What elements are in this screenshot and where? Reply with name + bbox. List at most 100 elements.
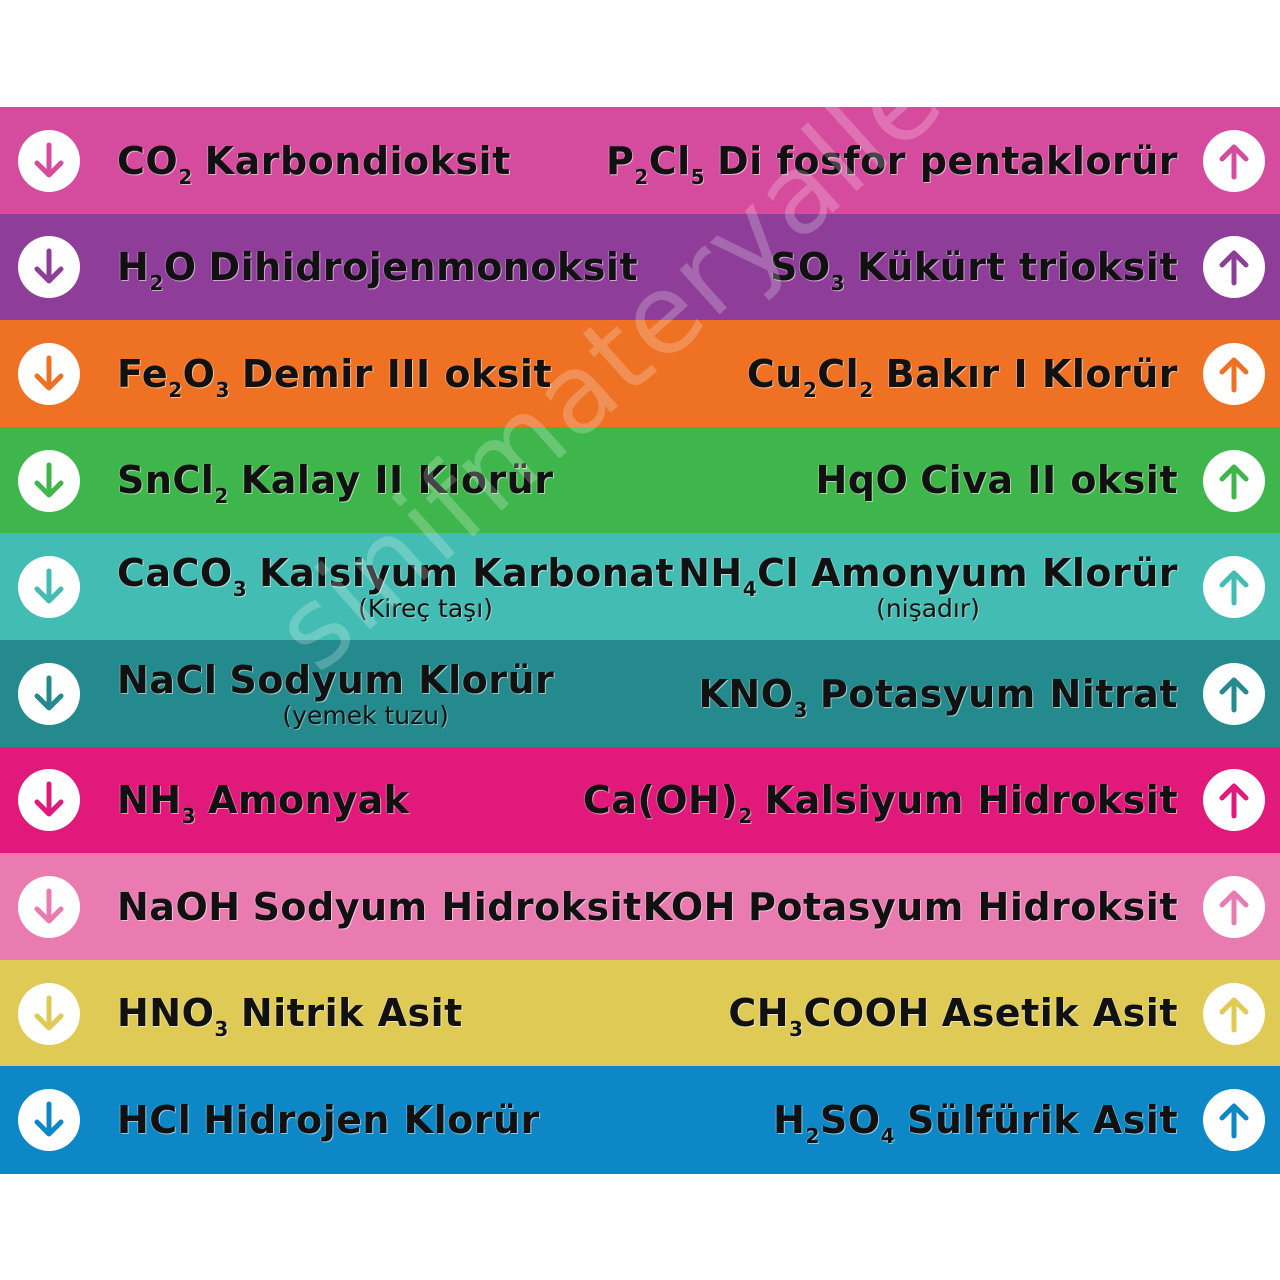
chemical-formula: HNO3: [117, 991, 229, 1039]
common-name-note: (yemek tuzu): [282, 700, 449, 730]
formula-subscript: 3: [789, 1017, 804, 1042]
formula-text: SO: [819, 1097, 881, 1142]
compound-line: NaOH Sodyum Hidroksit: [117, 885, 642, 929]
arrow-up-circle-icon: [1203, 556, 1265, 619]
chemical-formula: SO3: [769, 245, 845, 293]
compound-line: P2Cl5 Di fosfor pentaklorür: [605, 138, 1178, 187]
arrow-up-circle-icon: [1203, 449, 1265, 512]
compound-name: Di fosfor pentaklorür: [717, 138, 1178, 183]
chemical-formula: HCl: [117, 1098, 191, 1142]
compound-line: KNO3 Potasyum Nitrat: [698, 671, 1178, 720]
arrow-up-circle-icon: [1203, 982, 1265, 1045]
formula-text: O: [182, 351, 216, 396]
chemical-formula: NaCl: [117, 658, 217, 702]
arrow-down-circle-icon: [18, 449, 80, 512]
left-compound: Fe2O3 Demir III oksit: [117, 320, 552, 427]
arrow-up-circle-icon: [1203, 769, 1265, 832]
compound-name: Kükürt trioksit: [857, 245, 1178, 290]
common-name-note: (Kireç taşı): [358, 593, 493, 623]
right-compound: Ca(OH)2 Kalsiyum Hidroksit: [583, 747, 1178, 854]
formula-subscript: 2: [738, 804, 753, 829]
arrow-down-circle-icon: [18, 662, 80, 725]
right-compound: KOH Potasyum Hidroksit: [643, 853, 1178, 960]
compound-line: H2SO4 Sülfürik Asit: [773, 1097, 1178, 1146]
compound-line: NH4Cl Amonyum Klorür: [678, 550, 1178, 599]
compound-line: H2O Dihidrojenmonoksit: [117, 245, 638, 293]
formula-text: CH: [728, 991, 790, 1036]
compound-line: HCl Hidrojen Klorür: [117, 1098, 540, 1142]
arrow-down-circle-icon: [18, 342, 80, 405]
arrow-down-circle-icon: [18, 769, 80, 832]
formula-subscript: 3: [215, 377, 230, 402]
compound-line: NH3 Amonyak: [117, 778, 409, 826]
arrow-down-circle-icon: [18, 1089, 80, 1152]
compound-name: Kalsiyum Karbonat: [259, 550, 675, 595]
compound-line: Fe2O3 Demir III oksit: [117, 351, 553, 400]
right-compound: HqO Civa II oksit: [815, 427, 1178, 534]
compound-strip: HCl Hidrojen Klorür H2SO4 Sülfürik Asit: [0, 1066, 1280, 1174]
right-compound: Cu2Cl2 Bakır I Klorür: [747, 320, 1178, 427]
compound-line: CaCO3 Kalsiyum Karbonat: [117, 550, 675, 599]
left-compound: NaCl Sodyum Klorür (yemek tuzu): [117, 640, 554, 747]
formula-text: KOH: [642, 884, 736, 929]
chemical-formula: NaOH: [117, 885, 241, 929]
compound-strip: NaCl Sodyum Klorür (yemek tuzu) KNO3 Potasyu…: [0, 640, 1280, 748]
arrow-down-circle-icon: [18, 236, 80, 299]
compound-line: NaCl Sodyum Klorür: [117, 658, 554, 702]
formula-subscript: 3: [793, 697, 808, 722]
compound-name: Hidrojen Klorür: [203, 1097, 540, 1142]
compound-strip: Fe2O3 Demir III oksit Cu2Cl2 Bakır I Klorür: [0, 320, 1280, 428]
compound-strip: H2O Dihidrojenmonoksit SO3 Kükürt trioksit: [0, 213, 1280, 322]
compound-strip: SnCl2 Kalay II Klorür HqO Civa II oksit: [0, 426, 1280, 535]
formula-subscript: 3: [232, 576, 248, 601]
compound-line: KOH Potasyum Hidroksit: [643, 885, 1178, 929]
formula-text: CO: [117, 138, 179, 183]
formula-text: HCl: [117, 1097, 192, 1142]
compound-name: Kalsiyum Hidroksit: [764, 778, 1178, 823]
chemical-formula: CO2: [117, 138, 193, 187]
formula-subscript: 4: [880, 1123, 895, 1148]
formula-subscript: 3: [181, 804, 197, 829]
formula-text: SO: [769, 245, 831, 290]
formula-text: H: [773, 1097, 806, 1142]
formula-text: KNO: [698, 671, 794, 716]
compound-name: Potasyum Hidroksit: [748, 884, 1178, 929]
right-compound: CH3COOH Asetik Asit: [728, 960, 1178, 1067]
compound-line: Ca(OH)2 Kalsiyum Hidroksit: [583, 778, 1178, 826]
compound-name: Sülfürik Asit: [906, 1097, 1178, 1142]
left-compound: SnCl2 Kalay II Klorür: [117, 427, 553, 534]
formula-text: Cl: [648, 138, 691, 183]
formula-text: HqO: [815, 458, 909, 503]
compound-strip: CO2 Karbondioksit P2Cl5 Di fosfor pentaklor…: [0, 107, 1280, 215]
formula-text: H: [117, 245, 150, 290]
formula-text: Cu: [746, 351, 803, 396]
formula-subscript: 2: [214, 484, 229, 509]
formula-text: P: [605, 138, 635, 183]
formula-text: COOH: [803, 991, 930, 1036]
formula-text: CaCO: [117, 550, 233, 595]
formula-text: O: [163, 245, 197, 290]
chemical-formula: CH3COOH: [728, 991, 930, 1039]
arrow-up-circle-icon: [1203, 129, 1265, 192]
chemical-formula: Fe2O3: [117, 351, 230, 400]
compound-name: Bakır I Klorür: [885, 351, 1178, 396]
formula-text: NaOH: [117, 884, 241, 929]
formula-subscript: 2: [634, 164, 649, 189]
arrow-up-circle-icon: [1203, 662, 1265, 725]
chemical-formula: Cu2Cl2: [746, 351, 874, 400]
arrow-down-circle-icon: [18, 875, 80, 938]
formula-text: NH: [678, 550, 743, 595]
compound-line: SnCl2 Kalay II Klorür: [117, 458, 553, 506]
left-compound: HNO3 Nitrik Asit: [117, 960, 463, 1067]
compound-name: Demir III oksit: [241, 351, 553, 396]
compound-line: Cu2Cl2 Bakır I Klorür: [746, 351, 1178, 400]
chemical-formula: Ca(OH)2: [583, 778, 753, 826]
formula-subscript: 2: [859, 377, 874, 402]
compound-name: Nitrik Asit: [240, 991, 463, 1036]
compound-name: Asetik Asit: [941, 991, 1178, 1036]
chemical-formula: CaCO3: [117, 550, 247, 599]
right-compound: NH4Cl Amonyum Klorür (nişadır): [678, 533, 1178, 640]
left-compound: CO2 Karbondioksit: [117, 107, 511, 214]
chemical-formula: P2Cl5: [605, 138, 705, 187]
formula-subscript: 2: [802, 377, 818, 402]
